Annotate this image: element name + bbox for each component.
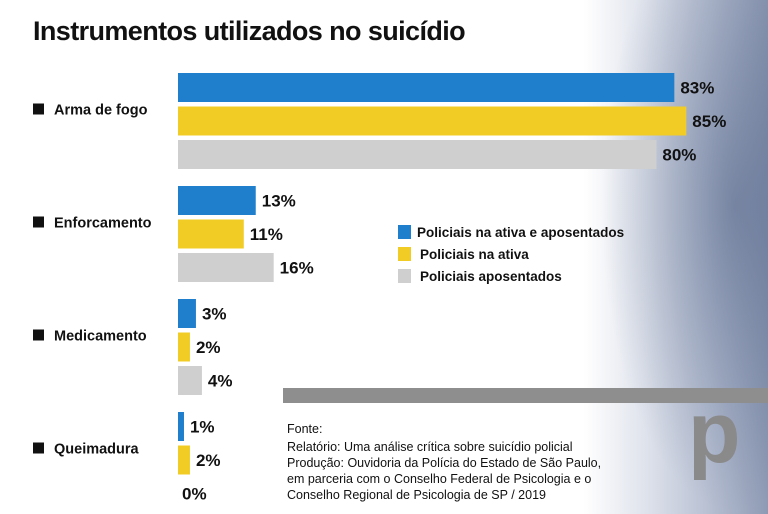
data-label: 4% xyxy=(208,372,233,391)
category-marker xyxy=(33,103,44,115)
legend-label: Policiais aposentados xyxy=(420,269,562,284)
divider-band xyxy=(283,388,768,403)
category-label: Queimadura xyxy=(54,442,140,458)
data-label: 2% xyxy=(196,451,221,470)
data-label: 3% xyxy=(202,305,227,324)
chart-title: Instrumentos utilizados no suicídio xyxy=(33,16,465,46)
bar xyxy=(178,299,196,328)
logo: p xyxy=(688,385,741,481)
bar xyxy=(178,73,675,102)
data-label: 2% xyxy=(196,338,221,357)
bar xyxy=(178,412,184,441)
legend-swatch xyxy=(398,269,411,283)
data-label: 13% xyxy=(262,192,296,211)
legend-swatch xyxy=(398,225,411,239)
source-line: Relatório: Uma análise crítica sobre sui… xyxy=(287,440,573,454)
data-label: 11% xyxy=(250,225,283,244)
bar xyxy=(178,140,657,169)
data-label: 1% xyxy=(190,418,215,437)
legend-label: Policiais na ativa e aposentados xyxy=(417,225,624,240)
legend: Policiais na ativa e aposentados Policiai… xyxy=(398,225,624,284)
data-label: 16% xyxy=(280,259,314,278)
bar xyxy=(178,186,256,215)
category-label: Arma de fogo xyxy=(54,103,148,119)
category-marker xyxy=(33,329,44,341)
source-line: em parceria com o Conselho Federal de Ps… xyxy=(287,472,591,486)
bar xyxy=(178,253,274,282)
data-label: 80% xyxy=(662,146,696,165)
data-label: 85% xyxy=(692,112,726,131)
bar xyxy=(178,332,190,362)
bars-group: Arma de fogo 83% 85% 80% Enforcamento 13% 11% 1… xyxy=(33,73,726,504)
bar xyxy=(178,445,190,475)
source-note: Fonte: Relatório: Uma análise crítica so… xyxy=(287,422,601,502)
bar xyxy=(178,219,244,249)
source-heading: Fonte: xyxy=(287,422,322,436)
category-marker xyxy=(33,442,44,454)
source-line: Conselho Regional de Psicologia de SP / … xyxy=(287,488,546,502)
legend-label: Policiais na ativa xyxy=(420,247,529,262)
bar xyxy=(178,366,202,395)
category-marker xyxy=(33,216,44,228)
source-line: Produção: Ouvidoria da Polícia do Estado… xyxy=(287,456,601,470)
data-label: 0% xyxy=(182,485,207,504)
bar xyxy=(178,106,687,136)
category-label: Medicamento xyxy=(54,329,147,345)
legend-swatch xyxy=(398,247,411,261)
category-label: Enforcamento xyxy=(54,216,152,232)
data-label: 83% xyxy=(680,79,714,98)
